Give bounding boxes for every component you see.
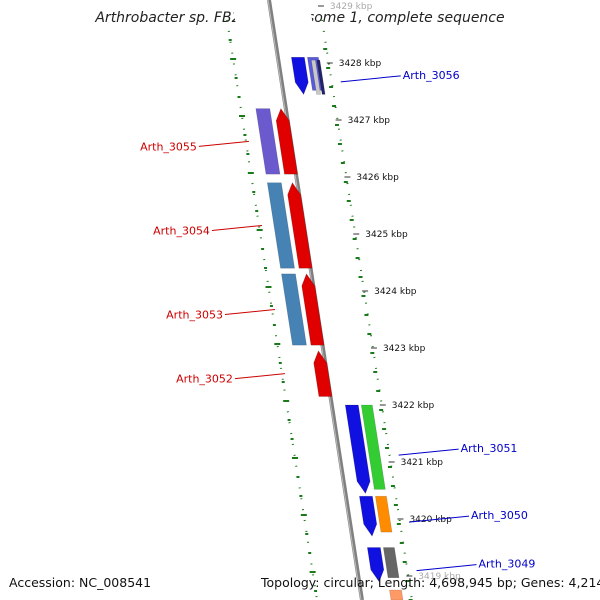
- reverse-gene-arrow: [287, 182, 313, 269]
- accession-text: Accession: NC_008541: [9, 575, 152, 590]
- reverse-gene-label: Arth_3055: [140, 140, 197, 153]
- forward-gene-arrow: [344, 404, 371, 494]
- reverse-gene-label: Arth_3052: [176, 373, 233, 386]
- reverse-gene-arrow: [301, 273, 325, 346]
- ruler-label: 3426 kbp: [356, 173, 399, 183]
- forward-gene-label: Arth_3051: [461, 442, 518, 455]
- forward-gene-arrow: [367, 547, 385, 583]
- ruler-label: 3427 kbp: [348, 116, 391, 126]
- cog-bar: [375, 495, 393, 533]
- forward-gene-label: Arth_3050: [471, 509, 528, 522]
- gene-labels: Arth_3056 Arth_3051 Arth_3050 Arth_3049 Arth…: [140, 69, 536, 572]
- forward-gene-arrow: [359, 495, 378, 537]
- ruler-label: 3419 kbp: [418, 572, 461, 582]
- forward-gene-label: Arth_3056: [403, 69, 460, 82]
- cog-bar: [255, 108, 281, 175]
- ruler-label: 3425 kbp: [365, 230, 408, 240]
- gene-label-leader: [234, 373, 285, 380]
- gene-label-leader: [416, 564, 477, 572]
- gene-label-leader: [224, 309, 276, 316]
- reverse-gene-arrow: [275, 107, 298, 175]
- cog-bar: [281, 273, 307, 346]
- cog-bar: [383, 547, 400, 579]
- ruler-label: 3421 kbp: [401, 458, 444, 468]
- ruler-label: 3424 kbp: [374, 287, 417, 297]
- gene-track: [255, 56, 404, 600]
- gene-label-leader: [408, 515, 470, 523]
- topology-text: Topology: circular; Length: 4,698,945 bp…: [261, 575, 600, 590]
- ruler-label: 3422 kbp: [392, 401, 435, 411]
- reverse-gene-label: Arth_3053: [166, 309, 223, 322]
- gene-label-leader: [211, 224, 262, 231]
- ruler-label: 3429 kbp: [330, 2, 373, 12]
- forward-gene-arrow: [291, 56, 309, 95]
- cog-bar: [389, 589, 404, 600]
- gene-label-leader: [198, 140, 249, 147]
- gene-label-leader: [340, 75, 401, 83]
- forward-gene-label: Arth_3049: [479, 558, 536, 571]
- cog-bar: [316, 59, 326, 95]
- cog-bar: [310, 59, 321, 95]
- reverse-gene-arrow: [313, 350, 333, 397]
- ruler-label: 3428 kbp: [339, 59, 382, 69]
- reverse-gene-label: Arth_3054: [153, 224, 210, 237]
- ruler-label: 3423 kbp: [383, 344, 426, 354]
- gene-label-leader: [398, 448, 459, 456]
- cog-bar: [266, 182, 295, 269]
- cog-bar: [360, 404, 386, 490]
